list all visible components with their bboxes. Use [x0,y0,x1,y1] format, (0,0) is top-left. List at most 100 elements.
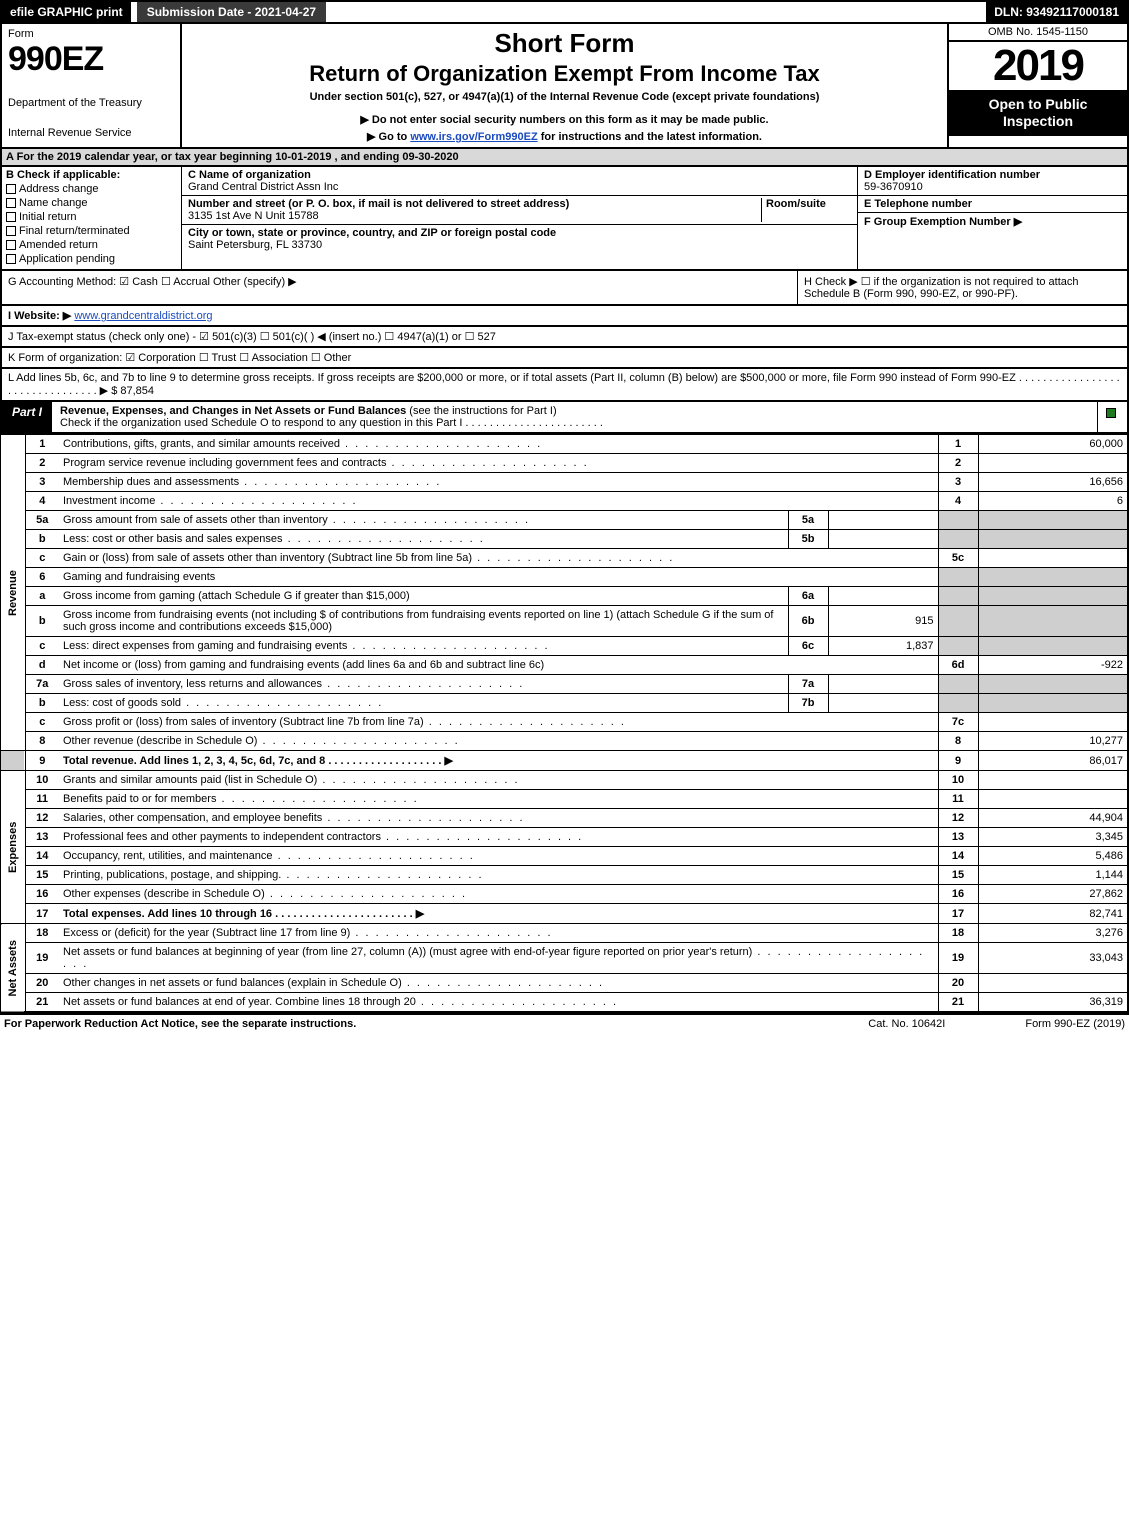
form-footer-id: Form 990-EZ (2019) [1025,1018,1125,1030]
ln-6a: a [25,587,59,606]
website-label: I Website: ▶ [8,310,71,322]
val-7a-shade [978,675,1128,694]
return-title: Return of Organization Exempt From Incom… [192,61,937,87]
subval-6b: 915 [828,606,938,637]
arrow-icon: ▶ [444,755,452,767]
desc-20: Other changes in net assets or fund bala… [59,974,938,993]
ln-16: 16 [25,885,59,904]
ln-5c: c [25,549,59,568]
ln-7c: c [25,713,59,732]
ln-12: 12 [25,809,59,828]
chk-initial-return[interactable]: Initial return [6,211,177,223]
val-5a-shade [978,511,1128,530]
subval-6c: 1,837 [828,637,938,656]
instructions-line: ▶ Go to www.irs.gov/Form990EZ for instru… [192,130,937,143]
desc-21: Net assets or fund balances at end of ye… [59,993,938,1013]
cat-number: Cat. No. 10642I [868,1018,945,1030]
room-label: Room/suite [766,198,826,210]
num-20: 20 [938,974,978,993]
num-17: 17 [938,904,978,924]
ln-13: 13 [25,828,59,847]
ln-2: 2 [25,454,59,473]
ein-value: 59-3670910 [864,181,923,193]
org-address: 3135 1st Ave N Unit 15788 [188,210,319,222]
num-14: 14 [938,847,978,866]
desc-6: Gaming and fundraising events [59,568,938,587]
subval-5a [828,511,938,530]
desc-5b: Less: cost or other basis and sales expe… [59,530,788,549]
val-6a-shade [978,587,1128,606]
ln-7b: b [25,694,59,713]
check-icon [1106,408,1116,418]
dept-treasury: Department of the Treasury [8,97,174,109]
ln-21: 21 [25,993,59,1013]
city-label: City or town, state or province, country… [188,227,556,239]
chk-application-pending[interactable]: Application pending [6,253,177,265]
num-16: 16 [938,885,978,904]
ln-5a: 5a [25,511,59,530]
num-6b-shade [938,606,978,637]
num-5c: 5c [938,549,978,568]
desc-10: Grants and similar amounts paid (list in… [59,771,938,790]
ln-1: 1 [25,435,59,454]
chk-name-change[interactable]: Name change [6,197,177,209]
num-4: 4 [938,492,978,511]
val-18: 3,276 [978,924,1128,943]
sub-7b: 7b [788,694,828,713]
website-link[interactable]: www.grandcentraldistrict.org [74,310,212,322]
org-info-block: B Check if applicable: Address change Na… [0,167,1129,271]
val-7b-shade [978,694,1128,713]
desc-13: Professional fees and other payments to … [59,828,938,847]
part1-check[interactable] [1097,402,1127,432]
num-7b-shade [938,694,978,713]
val-19: 33,043 [978,943,1128,974]
ssn-warning: ▶ Do not enter social security numbers o… [192,113,937,126]
row-l-gross-receipts: L Add lines 5b, 6c, and 7b to line 9 to … [0,369,1129,402]
row-j-tax-exempt: J Tax-exempt status (check only one) - ☑… [0,327,1129,348]
desc-19: Net assets or fund balances at beginning… [59,943,938,974]
ln-7a: 7a [25,675,59,694]
paperwork-notice: For Paperwork Reduction Act Notice, see … [4,1018,356,1030]
subval-7b [828,694,938,713]
ln-3: 3 [25,473,59,492]
desc-8: Other revenue (describe in Schedule O) [59,732,938,751]
form-header: Form 990EZ Department of the Treasury In… [0,24,1129,149]
row-i-website: I Website: ▶ www.grandcentraldistrict.or… [0,306,1129,327]
group-exemption-label: F Group Exemption Number ▶ [864,216,1022,228]
val-6-shade [978,568,1128,587]
efile-print-button[interactable]: efile GRAPHIC print [2,2,131,22]
org-city: Saint Petersburg, FL 33730 [188,239,322,251]
part1-title: Revenue, Expenses, and Changes in Net As… [60,405,406,417]
desc-15: Printing, publications, postage, and shi… [59,866,938,885]
ln-5b: b [25,530,59,549]
phone-label: E Telephone number [864,198,972,210]
val-14: 5,486 [978,847,1128,866]
row-gh: G Accounting Method: ☑ Cash ☐ Accrual Ot… [0,271,1129,306]
num-19: 19 [938,943,978,974]
side-expenses: Expenses [1,771,25,924]
chk-final-return[interactable]: Final return/terminated [6,225,177,237]
val-6c-shade [978,637,1128,656]
form-label: Form [8,28,174,40]
sub-5a: 5a [788,511,828,530]
val-15: 1,144 [978,866,1128,885]
val-4: 6 [978,492,1128,511]
num-13: 13 [938,828,978,847]
dln-badge: DLN: 93492117000181 [986,2,1127,22]
desc-14: Occupancy, rent, utilities, and maintena… [59,847,938,866]
dept-irs: Internal Revenue Service [8,127,174,139]
sub-7a: 7a [788,675,828,694]
irs-link[interactable]: www.irs.gov/Form990EZ [410,131,537,143]
part1-title-row: Revenue, Expenses, and Changes in Net As… [52,402,1097,432]
desc-11: Benefits paid to or for members [59,790,938,809]
val-6d: -922 [978,656,1128,675]
chk-address-change[interactable]: Address change [6,183,177,195]
val-21: 36,319 [978,993,1128,1013]
subval-5b [828,530,938,549]
num-18: 18 [938,924,978,943]
chk-amended-return[interactable]: Amended return [6,239,177,251]
top-bar: efile GRAPHIC print Submission Date - 20… [0,0,1129,24]
num-3: 3 [938,473,978,492]
val-1: 60,000 [978,435,1128,454]
box-b-checks: B Check if applicable: Address change Na… [2,167,182,269]
